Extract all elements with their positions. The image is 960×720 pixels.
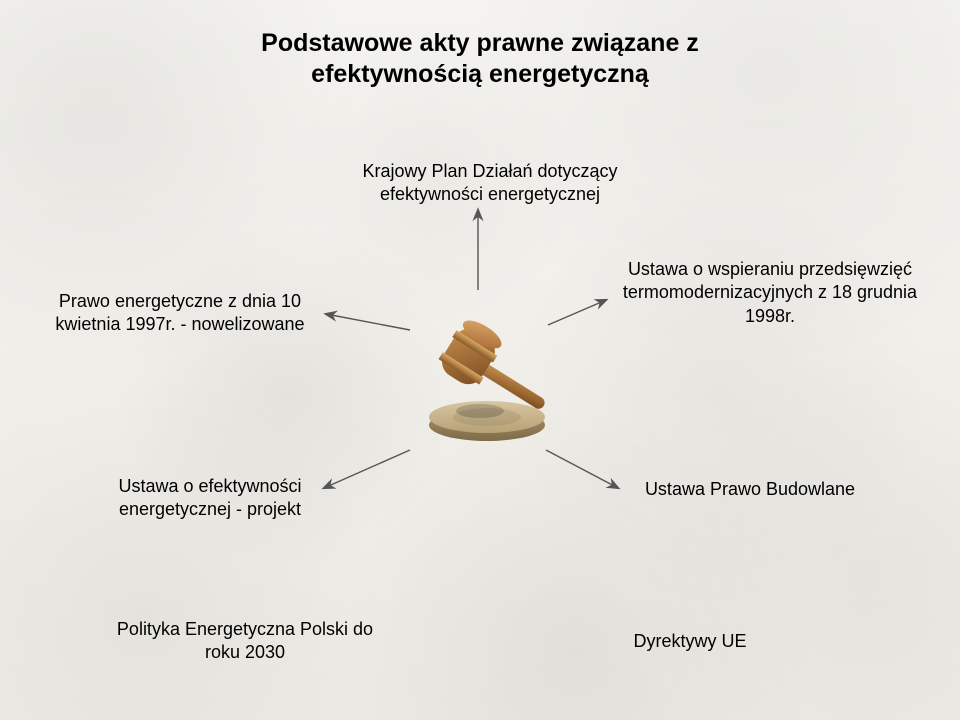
node-prawo-energetyczne: Prawo energetyczne z dnia 10 kwietnia 19… [40, 290, 320, 337]
gavel-icon [412, 295, 562, 455]
title-line-1: Podstawowe akty prawne związane z [0, 28, 960, 59]
title-line-2: efektywnością energetyczną [0, 59, 960, 90]
node-text: Ustawa o efektywności [100, 475, 320, 498]
node-text: Krajowy Plan Działań dotyczący [340, 160, 640, 183]
node-krajowy-plan: Krajowy Plan Działań dotyczący efektywno… [340, 160, 640, 207]
node-dyrektywy-ue: Dyrektywy UE [610, 630, 770, 653]
node-text: termomodernizacyjnych z 18 grudnia [610, 281, 930, 304]
node-text: roku 2030 [100, 641, 390, 664]
node-text: Dyrektywy UE [610, 630, 770, 653]
node-prawo-budowlane: Ustawa Prawo Budowlane [620, 478, 880, 501]
node-text: 1998r. [610, 305, 930, 328]
node-text: Ustawa o wspieraniu przedsięwzięć [610, 258, 930, 281]
node-text: kwietnia 1997r. - nowelizowane [40, 313, 320, 336]
page-title: Podstawowe akty prawne związane z efekty… [0, 28, 960, 91]
node-text: energetycznej - projekt [100, 498, 320, 521]
node-polityka-energetyczna: Polityka Energetyczna Polski do roku 203… [100, 618, 390, 665]
node-ustawa-efektywnosci: Ustawa o efektywności energetycznej - pr… [100, 475, 320, 522]
node-text: Prawo energetyczne z dnia 10 [40, 290, 320, 313]
node-text: Polityka Energetyczna Polski do [100, 618, 390, 641]
node-text: efektywności energetycznej [340, 183, 640, 206]
node-ustawa-termo: Ustawa o wspieraniu przedsięwzięć termom… [610, 258, 930, 328]
node-text: Ustawa Prawo Budowlane [620, 478, 880, 501]
